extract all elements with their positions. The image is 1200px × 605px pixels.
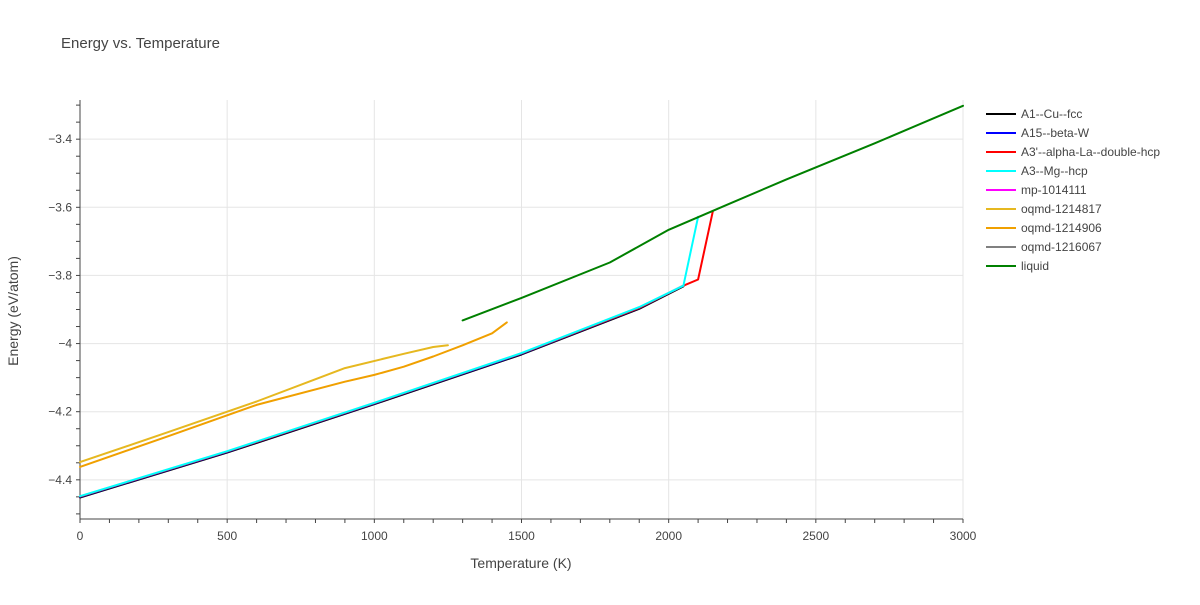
chart-title: Energy vs. Temperature [61,35,220,52]
legend-label: A3'--alpha-La--double-hcp [1021,145,1160,159]
legend-item[interactable]: A1--Cu--fcc [986,107,1082,121]
legend-item[interactable]: oqmd-1214906 [986,221,1102,235]
y-axis-title: Energy (eV/atom) [5,256,21,366]
series-layer [79,104,964,499]
legend[interactable]: A1--Cu--fcc A15--beta-W A3'--alpha-La--dou… [986,107,1160,273]
y-tick-label: −3.4 [48,132,72,146]
x-tick-label: 2000 [655,529,682,543]
grid-layer [80,100,964,519]
legend-label: oqmd-1214906 [1021,221,1102,235]
x-tick-label: 1500 [508,529,535,543]
y-tick-label: −3.6 [48,200,72,214]
legend-item[interactable]: liquid [986,259,1049,273]
legend-label: A15--beta-W [1021,126,1090,140]
x-tick-label: 1000 [361,529,388,543]
x-tick-label: 2500 [802,529,829,543]
x-tick-label: 0 [77,529,84,543]
legend-label: liquid [1021,259,1049,273]
legend-item[interactable]: oqmd-1216067 [986,240,1102,254]
legend-item[interactable]: mp-1014111 [986,183,1087,197]
series-line-a3-alpha-la-double-hcp[interactable] [79,210,714,498]
legend-item[interactable]: oqmd-1214817 [986,202,1102,216]
legend-label: A3--Mg--hcp [1021,164,1088,178]
series-line-oqmd-1214906[interactable] [79,321,508,468]
legend-label: oqmd-1214817 [1021,202,1102,216]
y-tick-label: −4.4 [48,473,72,487]
y-tick-label: −4 [58,337,72,351]
legend-item[interactable]: A3--Mg--hcp [986,164,1088,178]
legend-item[interactable]: A15--beta-W [986,126,1090,140]
y-tick-label: −4.2 [48,405,72,419]
series-line-a3-mg-hcp[interactable] [79,215,700,498]
x-tick-label: 500 [217,529,237,543]
legend-label: mp-1014111 [1021,183,1087,197]
series-line-oqmd-1214817[interactable] [79,344,449,464]
axis-layer: 0 500 1000 1500 2000 2500 3000 −4.4 −4.2 −4 −3.8 −3… [48,100,977,543]
x-axis-title: Temperature (K) [470,555,571,571]
legend-label: oqmd-1216067 [1021,240,1102,254]
y-tick-label: −3.8 [48,268,72,282]
x-tick-label: 3000 [950,529,977,543]
legend-label: A1--Cu--fcc [1021,107,1082,121]
series-line-liquid[interactable] [461,104,964,322]
series-line-a15-beta-w[interactable] [79,284,685,498]
legend-item[interactable]: A3'--alpha-La--double-hcp [986,145,1160,159]
series-line-a1-cu-fcc[interactable] [79,285,685,499]
